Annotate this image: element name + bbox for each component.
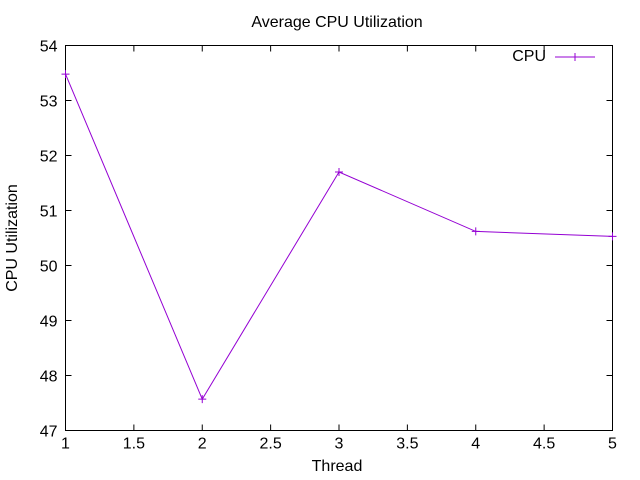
legend-label-cpu: CPU [512,48,546,65]
series-line-cpu [65,73,613,401]
data-point-marker [198,395,207,404]
legend: CPU [512,48,595,65]
y-tick-label: 50 [40,259,58,276]
plot-frame [65,45,613,431]
y-axis-label: CPU Utilization [4,184,21,292]
y-tick-label: 47 [40,424,58,441]
y-tick-label: 51 [40,204,58,221]
data-point-marker [335,168,343,176]
y-tick-label: 54 [40,39,58,56]
x-tick-label: 2 [198,436,207,453]
x-tick-label: 2.5 [260,436,282,453]
chart-title: Average CPU Utilization [251,14,422,31]
x-tick-label: 4 [471,436,480,453]
x-tick-label: 1.5 [123,436,145,453]
y-tick-label: 48 [40,369,58,386]
data-point-marker [608,232,617,241]
x-axis-label: Thread [312,458,363,475]
y-tick-label: 49 [40,314,58,331]
x-axis-ticks: 1 1.5 2 2.5 3 3.5 4 4.5 5 [61,45,617,453]
x-tick-label: 4.5 [533,436,555,453]
data-point-marker [471,227,480,236]
y-tick-label: 53 [40,94,58,111]
x-tick-label: 3 [335,436,344,453]
series-layer [61,70,617,404]
y-tick-label: 52 [40,149,58,166]
x-tick-label: 5 [608,436,617,453]
legend-marker-cpu [571,53,579,61]
data-point-marker [61,70,70,79]
y-axis-ticks: 47 48 49 50 51 52 53 54 [40,39,613,441]
x-tick-label: 1 [61,436,70,453]
x-tick-label: 3.5 [396,436,418,453]
